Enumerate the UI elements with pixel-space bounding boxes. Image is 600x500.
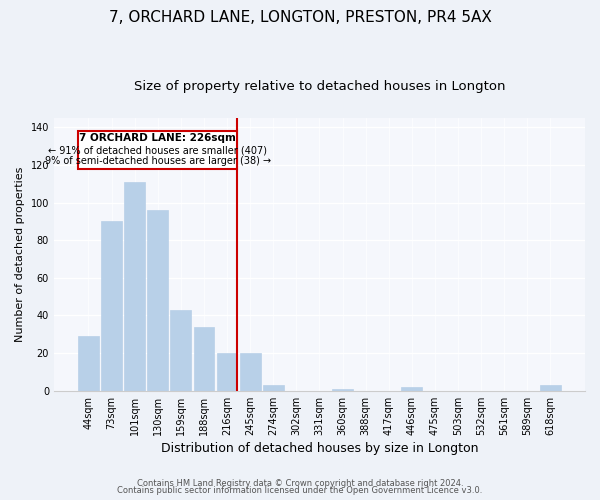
Bar (124, 182, 145, 391)
X-axis label: Distribution of detached houses by size in Longton: Distribution of detached houses by size … (161, 442, 478, 455)
Bar (263, 385, 284, 391)
Bar (78, 336, 99, 391)
Text: Contains public sector information licensed under the Open Government Licence v3: Contains public sector information licen… (118, 486, 482, 495)
Text: ← 91% of detached houses are smaller (407): ← 91% of detached houses are smaller (40… (48, 145, 267, 155)
Y-axis label: Number of detached properties: Number of detached properties (15, 166, 25, 342)
Bar (240, 353, 260, 391)
Bar (170, 310, 191, 391)
Text: Contains HM Land Registry data © Crown copyright and database right 2024.: Contains HM Land Registry data © Crown c… (137, 478, 463, 488)
Bar (401, 387, 422, 391)
Text: 7, ORCHARD LANE, LONGTON, PRESTON, PR4 5AX: 7, ORCHARD LANE, LONGTON, PRESTON, PR4 5… (109, 10, 491, 25)
Bar (194, 327, 214, 391)
Bar (540, 385, 561, 391)
Bar (101, 222, 122, 391)
FancyBboxPatch shape (78, 131, 238, 168)
Bar (148, 210, 168, 391)
Text: 7 ORCHARD LANE: 226sqm: 7 ORCHARD LANE: 226sqm (79, 133, 236, 143)
Text: 9% of semi-detached houses are larger (38) →: 9% of semi-detached houses are larger (3… (44, 156, 271, 166)
Bar (217, 353, 238, 391)
Title: Size of property relative to detached houses in Longton: Size of property relative to detached ho… (134, 80, 505, 93)
Bar (332, 389, 353, 391)
